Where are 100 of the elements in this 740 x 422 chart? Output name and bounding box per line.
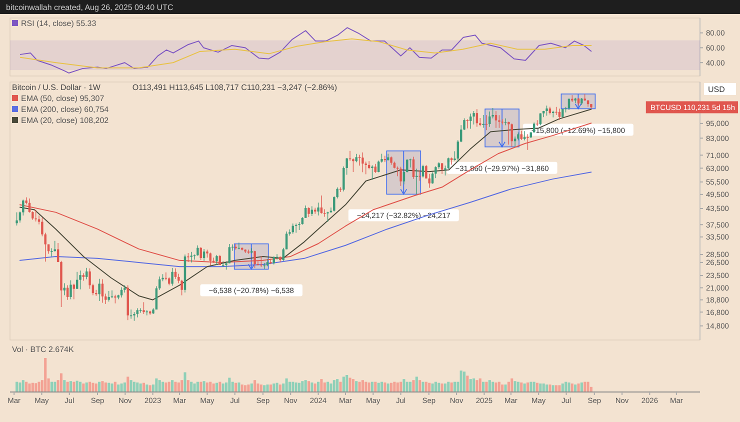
bar: [101, 381, 104, 392]
bar: [263, 385, 266, 392]
bar: [380, 382, 384, 392]
bar: [320, 379, 323, 392]
bar: [400, 382, 402, 392]
bar: [117, 384, 120, 392]
bar: [418, 380, 422, 392]
bar: [377, 382, 380, 392]
bar: [38, 382, 40, 392]
legend-label: EMA (200, close) 60,754: [21, 105, 110, 114]
bar: [136, 382, 139, 392]
bar: [406, 382, 408, 392]
bar: [298, 382, 301, 392]
bar: [34, 383, 38, 392]
bar: [247, 384, 250, 392]
bar: [108, 382, 110, 392]
text: Vol · BTC 2.674K: [12, 345, 74, 354]
candlestick: [171, 268, 174, 286]
candlestick: [400, 166, 402, 186]
bar: [478, 378, 482, 392]
bar: [422, 382, 424, 392]
bar: [222, 384, 224, 392]
bar: [438, 382, 440, 392]
bar: [415, 376, 418, 392]
bar: [577, 384, 580, 392]
bar: [254, 380, 256, 392]
bar: [18, 382, 22, 392]
bar: [54, 382, 56, 392]
bar: [384, 382, 386, 392]
bar: [66, 382, 69, 392]
candlestick: [70, 280, 72, 300]
bar: [266, 384, 269, 392]
candlestick: [362, 152, 364, 173]
candlestick: [294, 223, 298, 234]
bar: [231, 382, 234, 392]
bar: [314, 384, 316, 392]
candlestick: [317, 202, 320, 216]
candlestick: [504, 118, 507, 126]
candlestick: [34, 210, 37, 222]
bar: [228, 378, 231, 392]
bar: [546, 384, 548, 392]
bar: [16, 382, 18, 392]
candlestick: [371, 164, 374, 180]
bar: [431, 384, 434, 392]
bar: [209, 382, 212, 392]
bar: [542, 384, 545, 392]
bar: [269, 384, 272, 392]
candlestick: [494, 110, 498, 128]
bar: [177, 382, 180, 392]
bar: [184, 372, 186, 392]
bar: [339, 382, 342, 392]
candlestick: [523, 130, 526, 141]
bar: [492, 382, 494, 392]
bar: [294, 382, 298, 392]
candlestick: [568, 98, 570, 110]
bar: [476, 380, 478, 392]
bar: [162, 382, 164, 392]
bar: [244, 385, 247, 392]
bar: [444, 384, 446, 392]
candlestick: [139, 308, 142, 314]
bar: [206, 382, 208, 392]
bar: [104, 382, 107, 392]
bar: [386, 384, 390, 392]
bar: [146, 384, 148, 392]
bar: [310, 382, 314, 392]
bar: [234, 382, 238, 392]
bar: [482, 382, 485, 392]
bar: [142, 382, 146, 392]
bar: [552, 385, 554, 392]
bar: [440, 384, 444, 392]
bar: [126, 376, 130, 392]
line-series: [20, 27, 592, 74]
bar: [462, 372, 466, 392]
bar: [504, 384, 507, 392]
candlestick: [308, 206, 310, 218]
bar: [498, 382, 500, 392]
bar: [139, 384, 142, 392]
bar: [215, 382, 218, 392]
bar: [164, 382, 168, 392]
bar: [390, 382, 393, 392]
bar: [368, 382, 370, 392]
bar: [130, 380, 132, 392]
bar: [555, 385, 558, 392]
chart-title: Bitcoin / U.S. Dollar · 1W: [12, 83, 101, 92]
bar: [336, 379, 339, 392]
candlestick: [82, 272, 85, 282]
candlestick: [16, 212, 18, 226]
bar: [447, 382, 450, 392]
bar: [85, 382, 88, 392]
bar: [402, 379, 406, 392]
bar: [574, 384, 577, 392]
bar: [523, 384, 526, 392]
candlestick: [558, 108, 561, 120]
bar: [186, 380, 190, 392]
candlestick: [190, 252, 192, 263]
candlestick: [76, 272, 78, 290]
bar: [88, 382, 92, 392]
candlestick: [72, 283, 76, 300]
legend-label: EMA (20, close) 108,202: [21, 116, 110, 125]
bar: [301, 381, 304, 392]
